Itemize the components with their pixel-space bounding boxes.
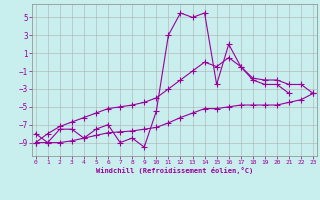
X-axis label: Windchill (Refroidissement éolien,°C): Windchill (Refroidissement éolien,°C) [96, 167, 253, 174]
